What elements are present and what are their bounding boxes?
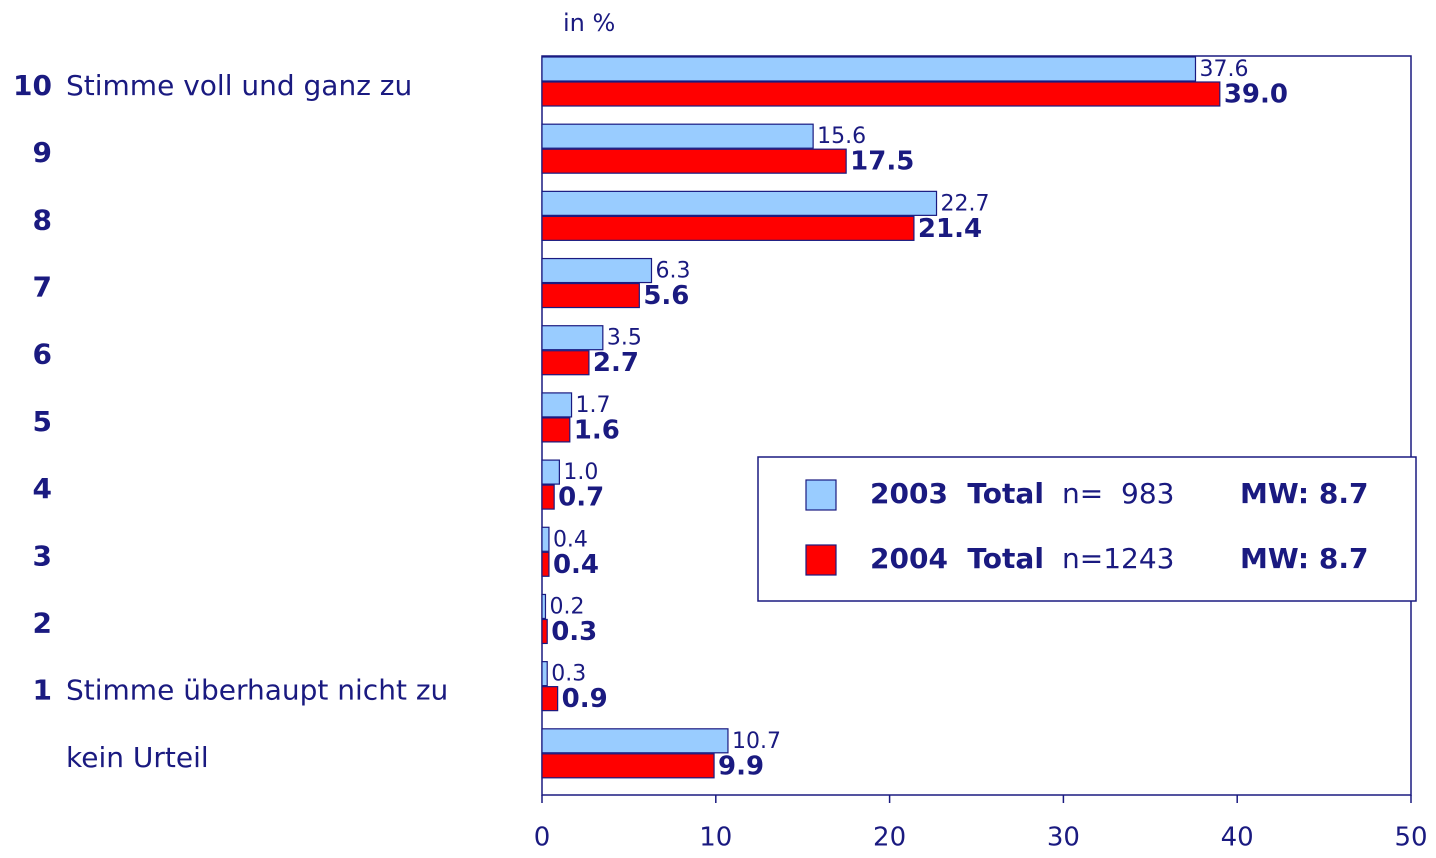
bar <box>541 484 555 510</box>
bar <box>541 282 640 309</box>
category-code: 5 <box>33 405 52 438</box>
legend-swatch <box>805 479 837 511</box>
x-tick-label: 50 <box>1394 823 1427 853</box>
legend-swatch <box>805 544 837 576</box>
category-code: 2 <box>33 606 52 639</box>
value-label: 1.7 <box>576 393 611 418</box>
legend-n: n=1243 <box>1062 542 1174 575</box>
value-label: 5.6 <box>643 281 689 311</box>
value-label: 17.5 <box>850 147 914 177</box>
value-label: 0.2 <box>549 594 584 619</box>
bar <box>541 686 559 712</box>
bar <box>541 593 547 620</box>
value-label: 37.6 <box>1199 57 1248 82</box>
bar <box>541 56 1197 82</box>
bar <box>541 417 571 443</box>
axis-unit-label: in % <box>563 9 615 37</box>
bar <box>541 618 548 645</box>
value-label: 0.3 <box>551 617 597 647</box>
value-label: 0.4 <box>553 550 599 580</box>
bar <box>541 728 729 754</box>
legend-box <box>757 456 1417 602</box>
bar <box>541 392 573 418</box>
x-tick-label: 40 <box>1221 823 1254 853</box>
bar <box>541 753 715 779</box>
value-label: 2.7 <box>593 348 639 378</box>
bar <box>541 81 1221 107</box>
category-label: Stimme überhaupt nicht zu <box>66 674 448 707</box>
bar <box>541 551 550 577</box>
value-label: 6.3 <box>655 259 690 284</box>
category-code: 8 <box>33 203 52 236</box>
value-label: 39.0 <box>1224 80 1288 110</box>
legend-mean: MW: 8.7 <box>1240 542 1368 575</box>
category-label: kein Urteil <box>66 741 209 774</box>
value-label: 0.9 <box>562 684 608 714</box>
bar <box>541 459 560 485</box>
bar <box>541 190 938 216</box>
legend-n: n= 983 <box>1062 477 1174 510</box>
bar <box>541 215 915 241</box>
bar <box>541 325 604 351</box>
value-label: 1.0 <box>563 460 598 485</box>
value-label: 0.4 <box>553 527 588 552</box>
category-code: 1 <box>33 674 52 707</box>
legend-name: 2004 Total <box>870 542 1044 575</box>
value-label: 1.6 <box>574 415 620 445</box>
value-label: 9.9 <box>718 751 764 781</box>
category-code: 6 <box>33 338 52 371</box>
value-label: 15.6 <box>817 124 866 149</box>
category-code: 10 <box>13 69 52 102</box>
bar <box>541 350 590 376</box>
value-label: 21.4 <box>918 214 982 244</box>
bar <box>541 123 814 149</box>
category-label: Stimme voll und ganz zu <box>66 69 412 102</box>
category-code: 4 <box>33 472 52 505</box>
legend-mean: MW: 8.7 <box>1240 477 1368 510</box>
value-label: 22.7 <box>941 191 990 216</box>
x-tick-label: 20 <box>873 823 906 853</box>
value-label: 0.3 <box>551 662 586 687</box>
bar <box>541 148 847 174</box>
legend-name: 2003 Total <box>870 477 1044 510</box>
category-code: 3 <box>33 539 52 572</box>
x-tick-label: 30 <box>1047 823 1080 853</box>
bar <box>541 661 548 687</box>
x-tick-label: 10 <box>699 823 732 853</box>
bar <box>541 257 653 284</box>
value-label: 0.7 <box>558 483 604 513</box>
x-tick-label: 0 <box>534 823 551 853</box>
category-code: 7 <box>33 271 52 304</box>
value-label: 3.5 <box>607 326 642 351</box>
category-code: 9 <box>33 136 52 169</box>
bar <box>541 526 550 552</box>
value-label: 10.7 <box>732 729 781 754</box>
